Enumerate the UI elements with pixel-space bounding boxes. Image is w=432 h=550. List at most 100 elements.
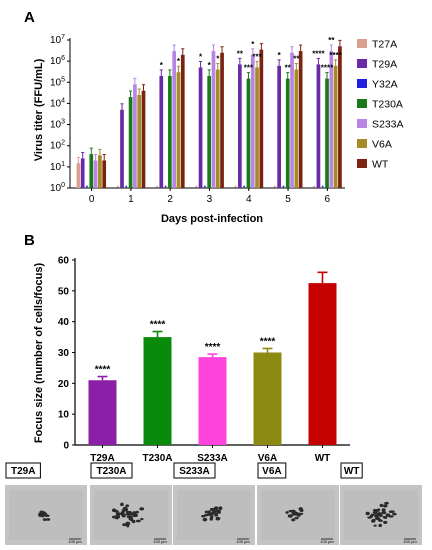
panel-a-y-tick-label: 102	[50, 140, 65, 152]
panel-a-legend-swatch	[357, 99, 367, 108]
micrograph-label-box	[5, 462, 41, 479]
panel-a-bar	[76, 163, 81, 188]
panel-a-significance-label: **	[293, 55, 300, 64]
stained-cell	[391, 510, 395, 513]
panel-a-legend-label: S233A	[372, 119, 404, 131]
panel-a-bar	[333, 65, 338, 188]
panel-a-y-tick-label: 106	[50, 55, 65, 67]
stained-cell	[140, 517, 144, 521]
panel-b-y-tick-label: 60	[58, 256, 70, 267]
panel-a-point	[195, 185, 198, 188]
stained-cell	[214, 512, 219, 517]
panel-a: A Virus titer (FFU/mL) Days post-infecti…	[24, 9, 404, 225]
panel-a-bar	[220, 52, 224, 189]
stained-cell	[287, 514, 293, 518]
stained-cell	[213, 510, 218, 514]
stained-cell	[384, 501, 389, 505]
stained-cell	[367, 516, 372, 519]
panel-a-x-tick-label: 5	[285, 194, 291, 205]
stained-cell	[365, 511, 370, 516]
stained-cell	[381, 508, 386, 512]
stained-cell	[297, 514, 301, 517]
micrograph-label-box	[173, 462, 216, 479]
panel-a-bar	[211, 51, 216, 189]
panel-b-x-tick-label: T29A	[90, 453, 114, 464]
panel-b-bar	[308, 283, 337, 445]
panel-a-legend-label: T29A	[372, 59, 397, 71]
panel-a-legend-label: Y32A	[372, 79, 398, 91]
panel-b-letter: B	[24, 232, 35, 249]
stained-cell	[125, 512, 131, 516]
panel-a-legend-swatch	[357, 59, 367, 68]
micrograph-label-box	[340, 462, 363, 479]
panel-b-bar	[88, 380, 117, 445]
panel-b-x-tick-label: S233A	[197, 453, 228, 464]
stained-cell	[115, 512, 121, 516]
stained-cell	[378, 523, 383, 528]
panel-b-bar	[253, 352, 282, 445]
stained-cell	[125, 504, 130, 508]
panel-a-point	[282, 185, 285, 188]
stained-cell	[217, 511, 221, 514]
panel-a-bar	[294, 69, 299, 188]
panel-a-bar	[133, 84, 137, 188]
panel-a-bar	[316, 64, 321, 188]
stained-cell	[132, 513, 138, 518]
micrograph-label: WT	[344, 466, 360, 477]
panel-b-significance-label: ****	[260, 336, 276, 347]
panel-a-point	[156, 185, 158, 188]
panel-a-bar	[338, 46, 342, 188]
panel-a-bar	[141, 90, 146, 188]
stained-cell	[215, 516, 220, 521]
panel-a-legend: T27A T29A Y32A T230A S233A V6A WT	[357, 39, 404, 171]
stained-cell	[376, 513, 381, 517]
panel-a-significance-label: **	[328, 36, 335, 45]
panel-a-significance-label: *	[278, 51, 282, 60]
panel-a-significance-label: *	[208, 61, 212, 70]
panel-a-significance-label: *	[199, 53, 203, 62]
panel-b-x-tick-label: V6A	[258, 453, 277, 464]
panel-a-legend-swatch	[357, 159, 367, 168]
panel-b-significance-label: ****	[150, 320, 166, 331]
stained-cell	[120, 502, 124, 507]
panel-a-y-axis-title: Virus titer (FFU/mL)	[33, 58, 45, 161]
panel-b-y-tick-label: 40	[58, 317, 70, 328]
panel-a-y-tick-label: 103	[50, 119, 65, 131]
micrograph-label: T29A	[11, 466, 35, 477]
stained-cell	[285, 511, 289, 514]
panel-a-bar	[172, 51, 177, 189]
panel-a-legend-label: T27A	[372, 39, 397, 51]
stained-cell	[291, 518, 296, 522]
micrograph-row: T29A 100 µm T230A 100 µm S233A 100 µm V6A 100 µ…	[5, 462, 422, 545]
panel-a-y-tick-label: 100	[50, 182, 65, 194]
panel-a-bar	[215, 69, 220, 188]
micrograph-label: T230A	[96, 466, 126, 477]
stained-cell	[119, 512, 125, 516]
panel-b-y-tick-label: 0	[63, 441, 69, 452]
panel-a-x-tick-label: 6	[325, 194, 331, 205]
panel-a-bar	[128, 97, 133, 188]
stained-cell	[383, 520, 388, 524]
stained-cell	[122, 523, 127, 527]
panel-a-point	[321, 185, 324, 188]
panel-b-x-tick-label: T230A	[142, 453, 172, 464]
stained-cell	[381, 510, 387, 515]
panel-a-bar	[238, 64, 242, 188]
panel-a-bar	[255, 67, 259, 188]
panel-a-bar	[290, 52, 294, 189]
panel-a-bar	[89, 154, 94, 188]
stained-cell	[126, 524, 130, 528]
stained-cell	[382, 516, 388, 519]
panel-a-bar	[325, 78, 329, 188]
panel-a-bar	[298, 51, 303, 189]
micrograph-label: S233A	[179, 466, 210, 477]
panel-a-point	[125, 185, 128, 188]
stained-cell	[299, 508, 304, 513]
panel-a-bar	[159, 75, 164, 188]
stained-cell	[212, 507, 218, 510]
panel-b-bar	[143, 337, 172, 445]
panel-a-bar	[246, 78, 251, 188]
panel-a-point	[116, 185, 119, 188]
stained-cell	[46, 518, 51, 521]
panel-b-significance-label: ****	[205, 342, 221, 353]
